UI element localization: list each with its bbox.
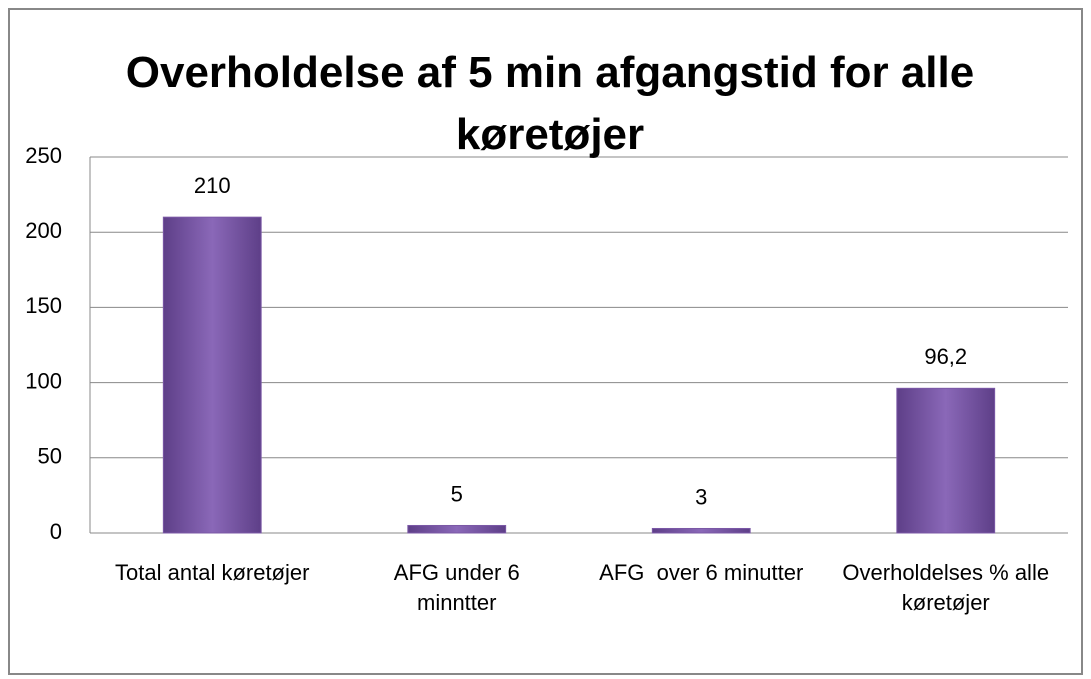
x-tick-label: Overholdelses % alle køretøjer (842, 560, 1056, 615)
y-tick-label: 200 (25, 218, 62, 243)
y-tick-label: 50 (38, 444, 62, 469)
value-label: 3 (695, 484, 707, 509)
value-label: 210 (194, 173, 231, 198)
bar (162, 216, 262, 534)
x-tick-label: AFG under 6 minntter (393, 560, 526, 615)
chart-title: Overholdelse af 5 min afgangstid for all… (125, 48, 975, 159)
y-tick-label: 0 (50, 519, 62, 544)
value-label: 96,2 (924, 344, 967, 369)
y-tick-label: 150 (25, 293, 62, 318)
x-tick-label: AFG over 6 minutter (599, 560, 804, 585)
chart-frame (8, 8, 1083, 675)
y-tick-label: 250 (25, 143, 62, 168)
bar (651, 527, 751, 534)
bar (407, 524, 507, 534)
bar (896, 387, 996, 534)
value-label: 5 (451, 481, 463, 506)
y-tick-label: 100 (25, 368, 62, 393)
x-tick-label: Total antal køretøjer (115, 560, 310, 585)
